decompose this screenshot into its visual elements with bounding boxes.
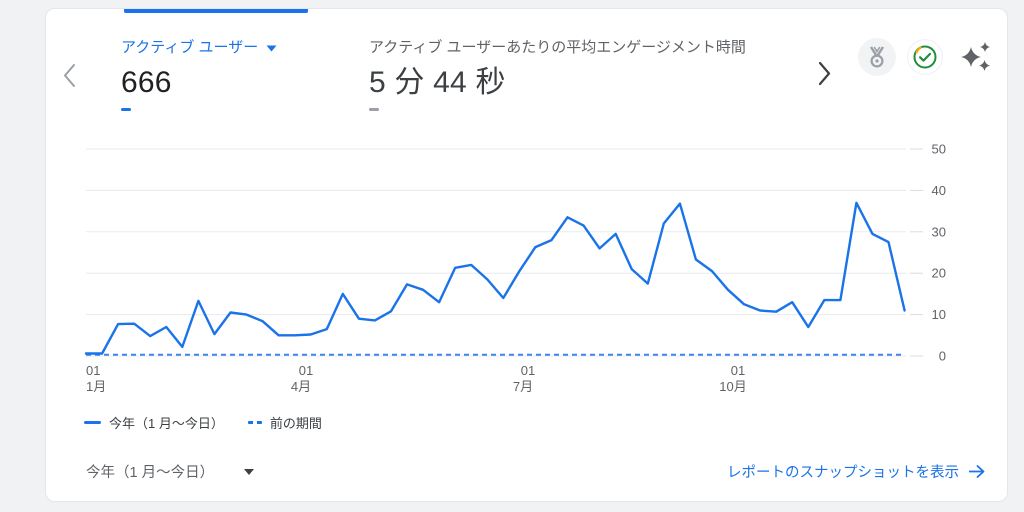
insights-sparkle-icon (961, 42, 990, 71)
x-axis-label-month: 7月 (513, 379, 533, 394)
metric-value: 5 分 44 秒 (369, 66, 506, 99)
x-axis-label-day: 01 (521, 363, 535, 378)
metric-label-text: アクティブ ユーザーあたりの平均エンゲージメント時間 (369, 39, 746, 56)
insights-button[interactable] (956, 36, 996, 79)
legend-swatch-solid (84, 421, 101, 424)
legend-item: 前の期間 (247, 413, 322, 432)
arrow-right-icon (969, 465, 985, 478)
metric-value: 666 (121, 66, 172, 99)
next-metric-button[interactable] (810, 59, 836, 89)
x-axis-label-month: 1月 (86, 379, 106, 394)
legend-swatch-dashed (247, 421, 262, 424)
date-range-label: 今年（1 月～今日） (86, 465, 215, 481)
snapshot-link-label: レポートのスナップショットを表示 (727, 465, 959, 481)
metric-selector-button[interactable]: アクティブ ユーザー (121, 39, 277, 57)
data-quality-check-icon (907, 39, 943, 75)
chevron-left-icon (64, 64, 75, 87)
y-axis-label: 50 (932, 142, 946, 157)
carousel-tab-indicator[interactable] (124, 9, 308, 13)
y-axis-label: 10 (932, 307, 946, 322)
x-axis-label-day: 01 (731, 363, 745, 378)
y-axis-label: 0 (939, 349, 946, 364)
legend-label: 前の期間 (269, 416, 322, 431)
dropdown-caret-icon (244, 468, 255, 475)
legend-item: 今年（1 月～今日） (84, 413, 224, 432)
metric-mini-sparkline (121, 108, 131, 111)
metric-mini-sparkline (369, 108, 379, 111)
metric-engagement-time: アクティブ ユーザーあたりの平均エンゲージメント時間 5 分 44 秒 (369, 39, 839, 111)
x-axis-label-day: 01 (86, 363, 100, 378)
analytics-overview-card: アクティブ ユーザー 666 アクティブ ユーザーあたりの平均エンゲージメント時… (45, 8, 1008, 502)
chart-legend: 今年（1 月～今日） 前の期間 (84, 413, 322, 432)
dropdown-caret-icon (266, 45, 277, 51)
x-axis-label-month: 10月 (719, 379, 746, 394)
report-snapshot-link[interactable]: レポートのスナップショットを表示 (727, 461, 985, 482)
prev-card-button[interactable] (58, 61, 84, 91)
data-quality-button[interactable] (907, 39, 943, 78)
metric-label-text: アクティブ ユーザー (121, 39, 259, 56)
legend-label: 今年（1 月～今日） (109, 416, 224, 431)
x-axis-label-day: 01 (299, 363, 313, 378)
metric-active-users: アクティブ ユーザー 666 (121, 39, 277, 111)
header-icons (858, 36, 998, 80)
benchmarking-button[interactable] (858, 38, 896, 79)
x-axis-label-month: 4月 (291, 379, 311, 394)
y-axis-label: 20 (932, 266, 946, 281)
series-this-year-line (84, 201, 906, 355)
benchmarking-medal-icon (858, 38, 896, 76)
date-range-selector[interactable]: 今年（1 月～今日） (86, 461, 255, 482)
chevron-right-icon (818, 61, 831, 86)
y-axis-label: 30 (932, 224, 946, 239)
y-axis-label: 40 (932, 183, 946, 198)
